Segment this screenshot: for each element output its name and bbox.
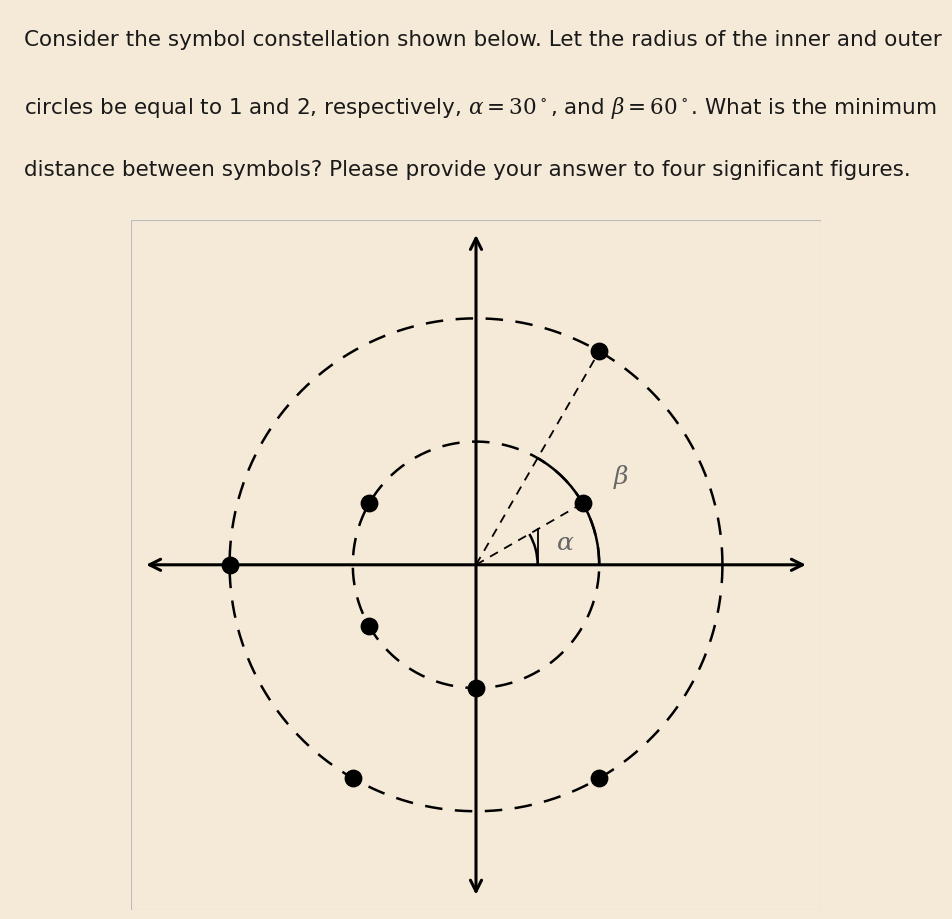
Point: [346, 771, 361, 786]
Point: [591, 345, 606, 359]
Text: Consider the symbol constellation shown below. Let the radius of the inner and o: Consider the symbol constellation shown …: [24, 29, 942, 50]
Point: [362, 496, 377, 511]
Text: $\beta$: $\beta$: [613, 462, 629, 491]
Text: $\alpha$: $\alpha$: [556, 531, 574, 554]
Point: [222, 558, 237, 573]
Text: distance between symbols? Please provide your answer to four significant figures: distance between symbols? Please provide…: [24, 160, 910, 180]
Point: [591, 771, 606, 786]
Point: [468, 681, 484, 696]
Point: [575, 496, 590, 511]
Text: circles be equal to 1 and 2, respectively, $\alpha = 30^\circ$, and $\beta = 60^: circles be equal to 1 and 2, respectivel…: [24, 95, 936, 120]
Point: [362, 619, 377, 634]
